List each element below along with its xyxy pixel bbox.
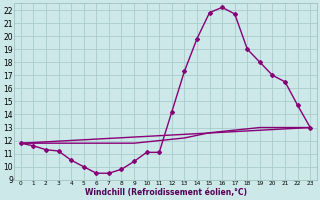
X-axis label: Windchill (Refroidissement éolien,°C): Windchill (Refroidissement éolien,°C) bbox=[84, 188, 246, 197]
